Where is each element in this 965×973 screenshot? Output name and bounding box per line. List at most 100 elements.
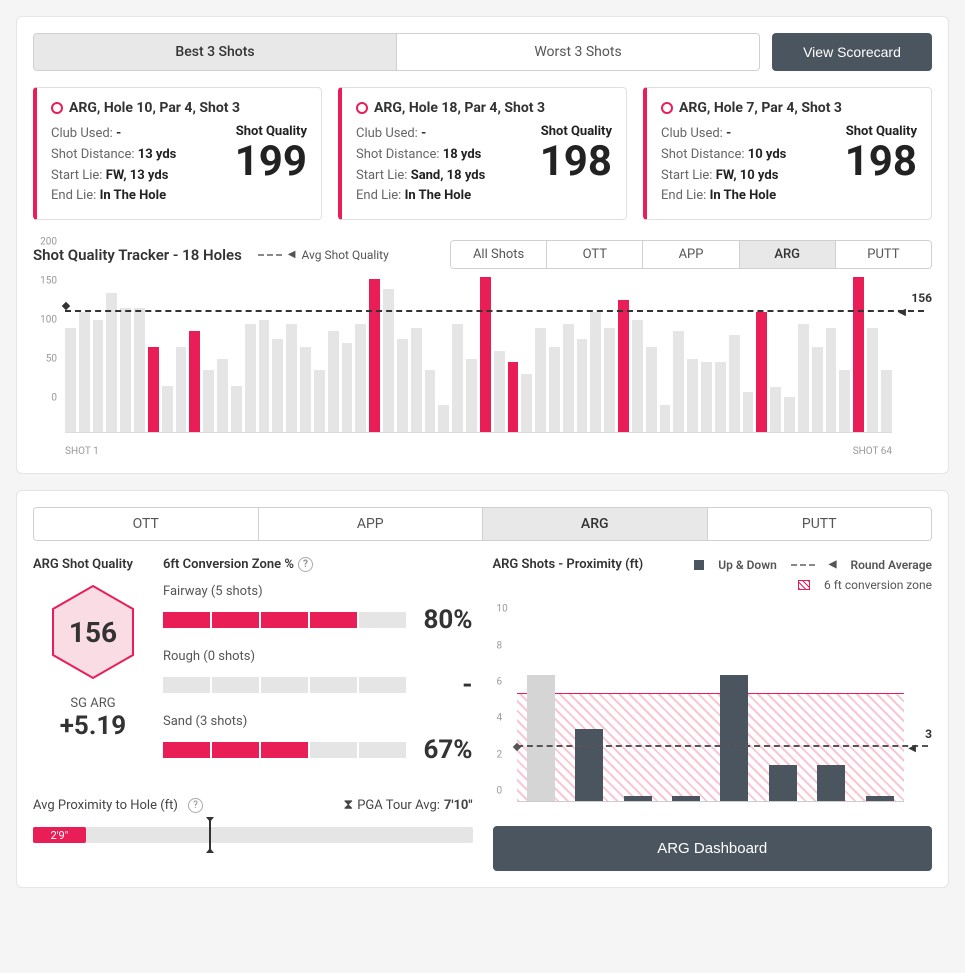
tracker-chart: 050100150200 ◀ 156 SHOT 1 SHOT 64 — [33, 277, 932, 457]
tracker-bar — [93, 320, 104, 432]
prox-bar — [720, 675, 748, 802]
proximity-fill: 2'9" — [33, 827, 86, 843]
help-icon[interactable]: ? — [188, 798, 203, 813]
tracker-bar — [729, 335, 740, 432]
tracker-bar — [148, 347, 159, 432]
prox-avg-label: 3 — [925, 727, 932, 741]
sg-label: SG ARG — [33, 696, 153, 711]
conversion-row-2: Sand (3 shots) 67% — [163, 714, 473, 765]
top-panel: Best 3 ShotsWorst 3 Shots View Scorecard… — [16, 16, 949, 474]
tracker-bar — [176, 347, 187, 432]
hex-value: 156 — [49, 616, 137, 649]
tracker-bar — [300, 347, 311, 432]
prox-chart-header: ARG Shots - Proximity (ft) Up & Down ◀ R… — [493, 557, 933, 572]
proximity-chart: 0246810 ◀ 3 — [493, 602, 933, 812]
hex-column: 156 SG ARG +5.19 — [33, 584, 153, 779]
filter-ott[interactable]: OTT — [547, 241, 643, 268]
tracker-avg-label: 156 — [911, 291, 932, 305]
tracker-bar — [369, 279, 380, 432]
tracker-bar — [189, 331, 200, 432]
ring-icon — [356, 102, 368, 114]
legend-hatch-icon — [798, 580, 810, 590]
tracker-bar — [203, 370, 214, 432]
bottom-tabs: OTTAPPARGPUTT — [33, 507, 932, 541]
tracker-bar — [355, 324, 366, 433]
tracker-bar — [563, 324, 574, 433]
prox-bar — [575, 729, 603, 801]
tracker-bar — [65, 328, 76, 433]
shots-tab-0[interactable]: Best 3 Shots — [34, 34, 397, 70]
arg-sq-title: ARG Shot Quality — [33, 557, 163, 572]
arg-left-column: ARG Shot Quality 6ft Conversion Zone % ?… — [33, 557, 473, 871]
tracker-bar — [425, 370, 436, 432]
help-icon[interactable]: ? — [298, 557, 313, 572]
bottom-tab-ott[interactable]: OTT — [34, 508, 259, 540]
tracker-bar — [604, 328, 615, 433]
bottom-tab-arg[interactable]: ARG — [483, 508, 708, 540]
tracker-y-axis: 050100150200 — [33, 277, 61, 433]
tracker-bar — [770, 387, 781, 432]
tracker-bar — [826, 328, 837, 433]
shot-card-0: ARG, Hole 10, Par 4, Shot 3 Club Used: -… — [33, 87, 322, 220]
tracker-bar — [756, 312, 767, 432]
shot-cards-row: ARG, Hole 10, Par 4, Shot 3 Club Used: -… — [33, 87, 932, 220]
shots-tab-1[interactable]: Worst 3 Shots — [397, 34, 759, 70]
prox-avg-line — [517, 745, 929, 747]
tracker-bar — [314, 370, 325, 432]
left-header-row: ARG Shot Quality 6ft Conversion Zone % ? — [33, 557, 473, 572]
tracker-bar — [673, 331, 684, 432]
prox-plot — [517, 602, 905, 802]
tracker-title: Shot Quality Tracker - 18 Holes — [33, 246, 242, 264]
prox-legend-2: 6 ft conversion zone — [493, 578, 933, 592]
dash-icon — [791, 564, 815, 566]
bottom-tab-putt[interactable]: PUTT — [708, 508, 932, 540]
tracker-bar — [134, 308, 145, 432]
tracker-x-labels: SHOT 1 SHOT 64 — [65, 446, 892, 457]
dash-icon — [258, 254, 282, 256]
tracker-avg-line — [65, 310, 924, 312]
prox-bars — [517, 602, 905, 801]
tracker-bar — [231, 386, 242, 433]
tracker-bar — [853, 277, 864, 432]
tracker-bar — [508, 362, 519, 432]
tracker-bar — [743, 392, 754, 432]
bottom-tab-app[interactable]: APP — [259, 508, 484, 540]
conversion-bar — [163, 742, 407, 758]
tracker-bar — [660, 405, 671, 432]
filter-app[interactable]: APP — [643, 241, 739, 268]
tracker-bar — [590, 312, 601, 432]
prox-chart-title: ARG Shots - Proximity (ft) — [493, 557, 644, 572]
tracker-bar — [521, 374, 532, 432]
marker-icon: ⧗ — [343, 797, 353, 813]
tracker-bar — [577, 339, 588, 432]
tracker-bar — [411, 328, 422, 433]
tracker-bar — [494, 351, 505, 432]
tracker-bar — [632, 320, 643, 432]
conversion-column: Fairway (5 shots) 80% Rough (0 shots) - … — [163, 584, 473, 779]
ring-icon — [661, 102, 673, 114]
avg-legend: ◀ Avg Shot Quality — [258, 248, 389, 262]
prox-bar — [866, 796, 894, 801]
tracker-bar — [687, 359, 698, 433]
tracker-bar — [701, 362, 712, 432]
tracker-bar — [438, 405, 449, 432]
prox-avg-marker: ◀ — [908, 743, 916, 754]
conv-title: 6ft Conversion Zone % — [163, 557, 294, 572]
tracker-bar — [715, 362, 726, 432]
filter-arg[interactable]: ARG — [740, 241, 836, 268]
bottom-panel: OTTAPPARGPUTT ARG Shot Quality 6ft Conve… — [16, 490, 949, 888]
arg-dashboard-button[interactable]: ARG Dashboard — [493, 826, 933, 871]
filter-putt[interactable]: PUTT — [836, 241, 931, 268]
bottom-grid: ARG Shot Quality 6ft Conversion Zone % ?… — [33, 557, 932, 871]
conversion-row-0: Fairway (5 shots) 80% — [163, 584, 473, 635]
prox-bar — [527, 675, 555, 802]
tracker-bar — [272, 339, 283, 432]
tracker-bar — [466, 359, 477, 433]
tracker-bar — [535, 328, 546, 433]
view-scorecard-button[interactable]: View Scorecard — [772, 33, 932, 71]
tracker-bar — [328, 331, 339, 432]
filter-all-shots[interactable]: All Shots — [451, 241, 547, 268]
top-controls: Best 3 ShotsWorst 3 Shots View Scorecard — [33, 33, 932, 71]
tracker-bar — [120, 308, 131, 432]
tracker-bar — [245, 324, 256, 433]
